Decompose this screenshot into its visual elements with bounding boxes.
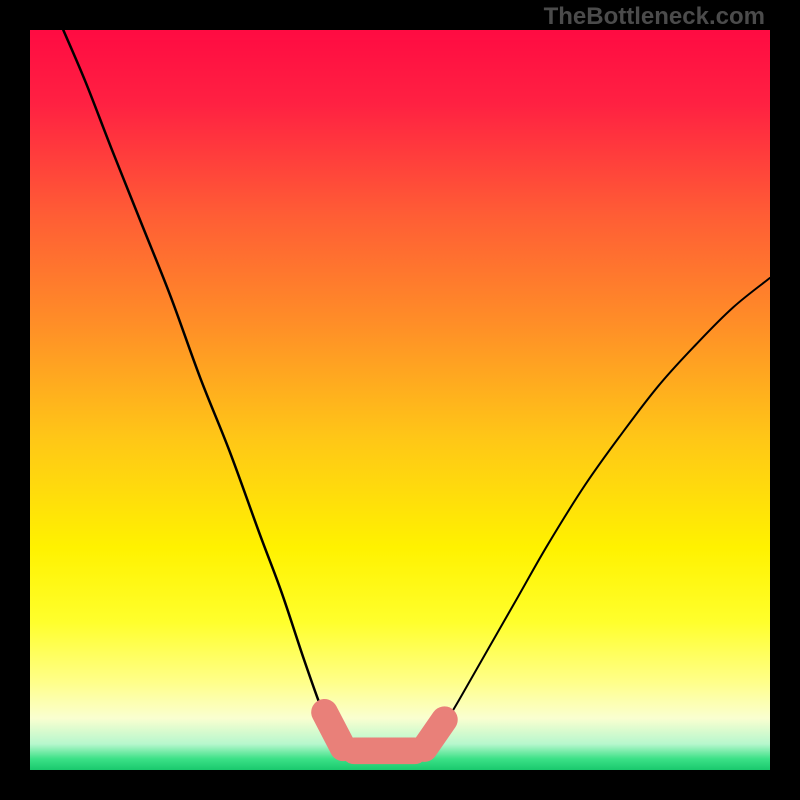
watermark-text: TheBottleneck.com (544, 3, 765, 31)
optimum-marker-0 (325, 712, 344, 748)
optimum-marker-2 (424, 720, 444, 749)
chart-background (30, 30, 770, 770)
bottleneck-chart (30, 30, 770, 770)
